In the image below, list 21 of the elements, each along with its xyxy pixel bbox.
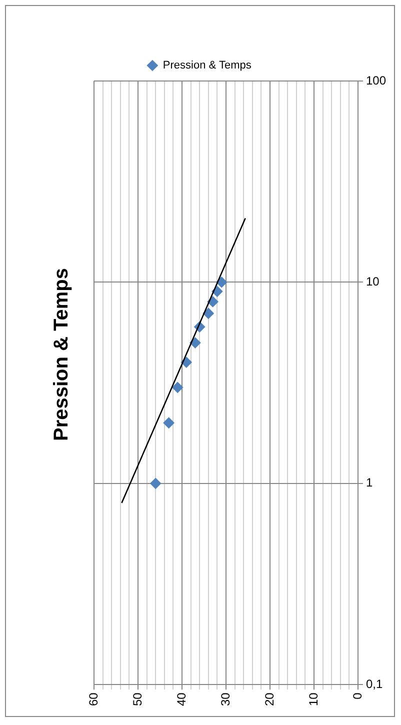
y-tick-label: 10 <box>366 274 380 289</box>
x-tick-label: 60 <box>86 692 100 706</box>
x-tick-label: 20 <box>262 692 276 706</box>
point <box>216 276 228 288</box>
y-tick-label: 100 <box>366 73 386 88</box>
point <box>202 308 214 319</box>
text: Pression & Temps <box>50 268 73 442</box>
y-tick-label: 1 <box>366 476 373 490</box>
point <box>207 296 218 308</box>
x-tick-label: 0 <box>350 692 364 700</box>
y-tick-label: 0,1 <box>366 676 383 691</box>
point <box>172 382 184 393</box>
point <box>163 417 174 428</box>
x-tick-label: 40 <box>174 692 188 706</box>
x-tick-label: 10 <box>306 692 320 706</box>
point <box>190 337 201 348</box>
legend-label: Pression & Temps <box>162 60 252 72</box>
x-tick-label: 30 <box>218 692 232 706</box>
point <box>150 478 162 489</box>
point <box>180 356 192 368</box>
x-tick-label: 50 <box>130 692 144 706</box>
